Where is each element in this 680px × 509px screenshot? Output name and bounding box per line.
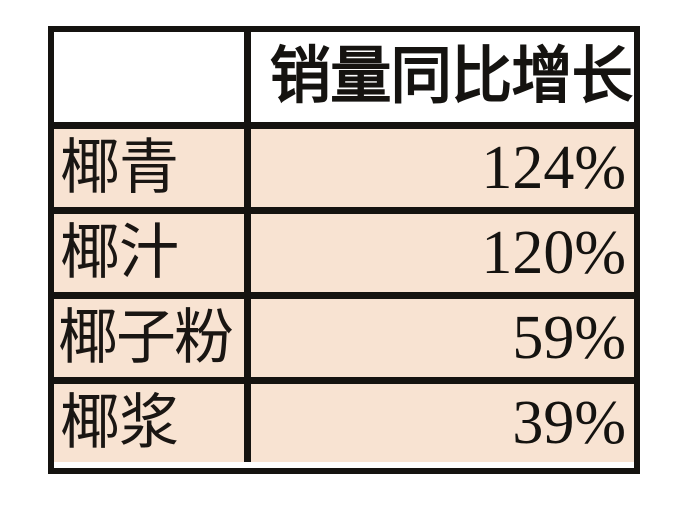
row-value-cell: 120% xyxy=(251,214,634,292)
header-cell-empty xyxy=(54,32,251,122)
row-label-text: 椰汁 xyxy=(60,219,179,286)
row-value-cell: 39% xyxy=(251,384,634,462)
row-value-cell: 59% xyxy=(251,299,634,377)
row-label-cell: 椰汁 xyxy=(54,214,251,292)
row-label-cell: 椰浆 xyxy=(54,384,251,462)
header-cell-metric: 销量同比增长 xyxy=(251,32,634,122)
row-label-text: 椰浆 xyxy=(60,389,179,456)
table-row: 椰青 124% xyxy=(54,122,634,207)
sales-growth-table: 销量同比增长 椰青 124% 椰汁 120% 椰子粉 xyxy=(48,26,640,474)
table-header-row: 销量同比增长 xyxy=(54,32,634,122)
row-value-text: 59% xyxy=(512,304,626,372)
header-metric-label: 销量同比增长 xyxy=(269,42,633,111)
row-label-text: 椰青 xyxy=(60,134,179,201)
table-row: 椰子粉 59% xyxy=(54,292,634,377)
row-label-cell: 椰子粉 xyxy=(54,299,251,377)
row-value-cell: 124% xyxy=(251,129,634,207)
row-label-cell: 椰青 xyxy=(54,129,251,207)
table-row: 椰汁 120% xyxy=(54,207,634,292)
row-value-text: 124% xyxy=(481,134,626,202)
row-value-text: 120% xyxy=(481,219,626,287)
row-value-text: 39% xyxy=(512,389,626,457)
table-row: 椰浆 39% xyxy=(54,377,634,462)
row-label-text: 椰子粉 xyxy=(58,304,234,371)
